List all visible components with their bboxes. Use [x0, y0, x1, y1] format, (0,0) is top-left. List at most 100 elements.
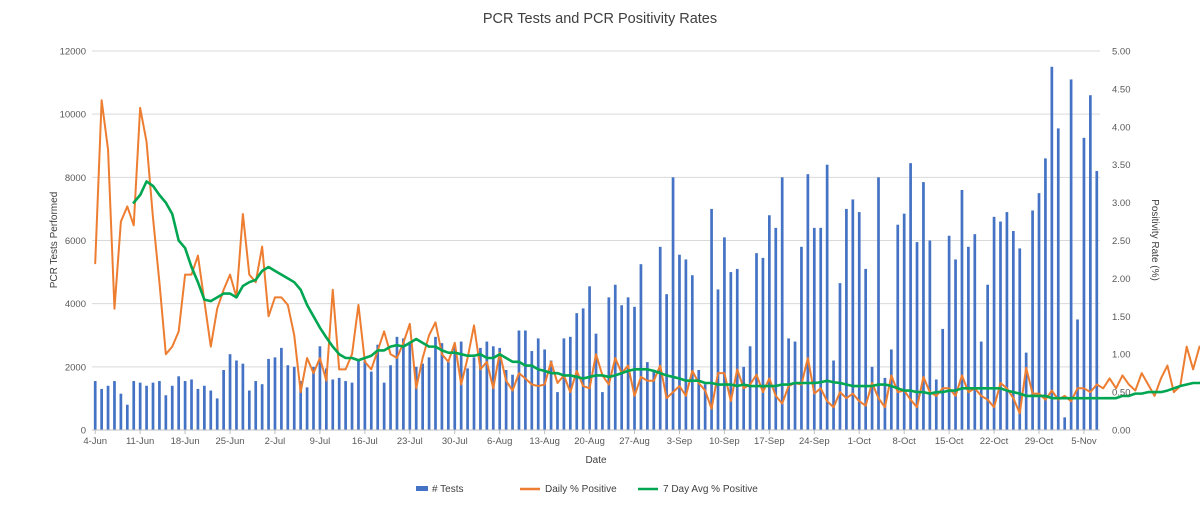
y2-tick-label: 1.50	[1112, 312, 1131, 323]
tests-bar	[113, 381, 116, 430]
tests-bar	[1069, 79, 1073, 431]
seven-day-avg-line	[132, 180, 1200, 400]
tests-bar	[806, 174, 810, 430]
tests-bar	[164, 395, 168, 430]
tests-bar	[1056, 128, 1060, 430]
tests-bar	[941, 328, 945, 430]
tests-bar	[639, 264, 643, 430]
tests-bar	[678, 254, 681, 430]
tests-bar	[299, 381, 303, 430]
tests-bar	[601, 392, 604, 430]
chart-title: PCR Tests and PCR Positivity Rates	[483, 11, 717, 27]
tests-bar	[203, 385, 206, 430]
x-tick-label: 17-Sep	[754, 436, 785, 447]
tests-bar	[748, 346, 752, 430]
tests-bar	[768, 215, 771, 430]
legend-tests-label: # Tests	[432, 484, 464, 495]
tests-bar	[209, 390, 213, 430]
tests-bar	[280, 347, 283, 430]
tests-bar	[626, 297, 630, 430]
tests-bar	[1082, 137, 1086, 430]
x-tick-label: 16-Jul	[352, 436, 378, 447]
tests-bar	[273, 357, 277, 430]
y2-tick-label: 2.50	[1112, 236, 1131, 247]
tests-bar	[729, 272, 733, 430]
tests-bar	[119, 393, 123, 430]
tests-bar	[870, 366, 874, 430]
daily-positive-line	[94, 99, 1200, 415]
tests-bar	[1037, 193, 1041, 431]
tests-bar	[851, 199, 855, 430]
tests-bar	[524, 330, 527, 430]
tests-bar	[690, 275, 694, 430]
tests-bar	[331, 379, 335, 430]
tests-bar	[1050, 66, 1054, 430]
tests-bar	[485, 341, 489, 430]
tests-bar	[549, 360, 553, 430]
tests-bar	[838, 283, 842, 430]
tests-bar	[568, 336, 572, 430]
tests-bar	[909, 163, 912, 430]
tests-bar	[1031, 210, 1034, 430]
tests-bar	[215, 398, 219, 430]
tests-bar	[1095, 171, 1099, 430]
tests-bar	[755, 253, 758, 430]
y2-axis-ticks: 0.00 0.50 1.00 1.50 2.00 2.50 3.00 3.50 4.00 4.50…	[1112, 47, 1131, 437]
tests-bar	[511, 374, 514, 430]
tests-bar	[658, 246, 662, 430]
tests-bar	[344, 381, 347, 430]
tests-bar	[106, 385, 110, 430]
x-tick-label: 20-Aug	[574, 436, 605, 447]
tests-bar	[222, 369, 225, 430]
tests-bar	[446, 362, 450, 430]
y-tick-label: 6000	[65, 236, 86, 247]
tests-bar	[665, 294, 668, 430]
x-tick-label: 25-Jun	[216, 436, 245, 447]
x-tick-label: 29-Oct	[1025, 436, 1054, 447]
tests-bar	[254, 381, 258, 430]
tests-bar	[145, 385, 148, 430]
tests-bar	[414, 366, 418, 430]
x-tick-label: 23-Jul	[397, 436, 423, 447]
tests-bar	[857, 212, 861, 430]
y-tick-label: 2000	[65, 362, 86, 373]
x-axis-ticks: 4-Jun 11-Jun 18-Jun 25-Jun 2-Jul 9-Jul 16-Jul 2…	[83, 430, 1097, 447]
tests-bar	[93, 381, 97, 430]
tests-bar	[1005, 212, 1009, 430]
x-tick-label: 30-Jul	[442, 436, 468, 447]
tests-bar	[889, 349, 893, 430]
tests-bar	[947, 235, 951, 430]
tests-bar	[960, 189, 964, 430]
tests-bar	[845, 208, 848, 430]
tests-bar	[318, 346, 322, 430]
tests-bar	[1076, 319, 1079, 430]
y-tick-label: 4000	[65, 299, 86, 310]
tests-bar	[100, 388, 103, 430]
tests-bar	[286, 365, 290, 430]
tests-bar	[1024, 352, 1028, 430]
tests-bar	[235, 360, 238, 430]
y2-tick-label: 0.50	[1112, 388, 1131, 399]
tests-bar	[170, 385, 174, 430]
legend: # Tests Daily % Positive 7 Day Avg % Pos…	[416, 484, 758, 495]
tests-bar	[646, 362, 649, 430]
tests-bar	[588, 286, 591, 430]
tests-bar	[825, 164, 829, 430]
tests-bar	[581, 308, 585, 430]
tests-bar	[684, 259, 688, 430]
x-tick-label: 10-Sep	[709, 436, 740, 447]
legend-avg-label: 7 Day Avg % Positive	[663, 484, 758, 495]
x-tick-label: 4-Jun	[83, 436, 107, 447]
tests-bar	[453, 344, 457, 430]
x-tick-label: 13-Aug	[529, 436, 560, 447]
tests-bar	[292, 366, 296, 430]
tests-bar	[459, 341, 463, 430]
tests-bar	[382, 382, 386, 431]
tests-bar	[177, 376, 181, 430]
tests-bar	[1011, 231, 1015, 430]
tests-bar	[973, 234, 977, 430]
tests-bar	[832, 360, 835, 430]
y-tick-label: 8000	[65, 173, 86, 184]
tests-bar	[196, 388, 200, 430]
